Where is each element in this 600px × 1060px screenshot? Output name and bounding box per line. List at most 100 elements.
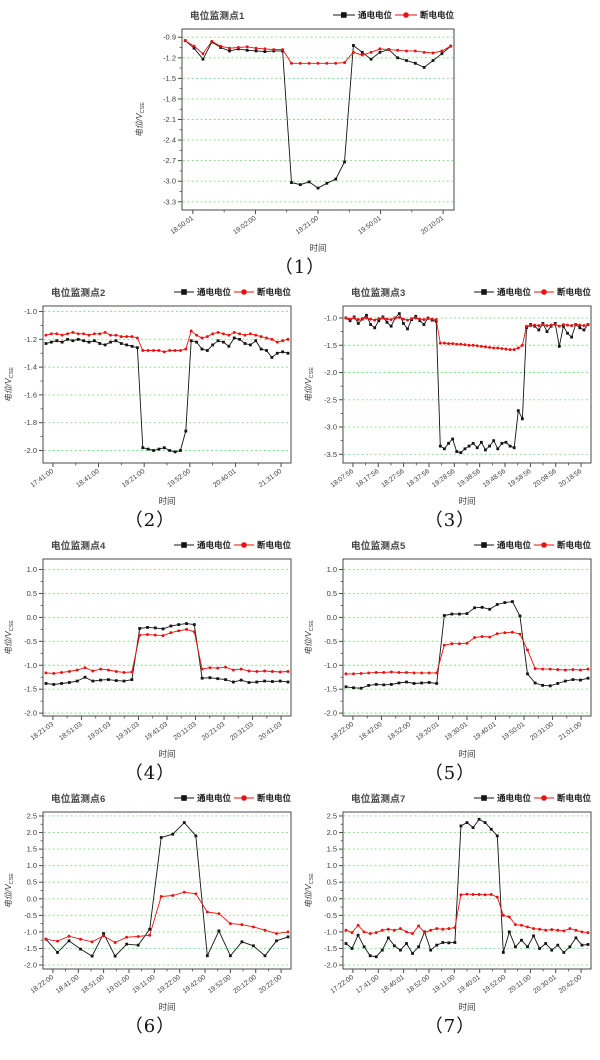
svg-text:-1.0: -1.0 — [324, 927, 337, 936]
chart-plot-7: 2.5 2.0 1.5 1.0 0.5 0.0 -0.5 -1.0 -1.5 -2.0 17:22:… — [304, 811, 592, 1012]
svg-text:时间: 时间 — [458, 749, 475, 759]
chart-plot-3: -1.0 -1.5 -2.0 -2.5 -3.0 -3.5 18:07:56 18:17:56… — [304, 305, 592, 506]
svg-text:0.5: 0.5 — [27, 878, 37, 887]
svg-text:时间: 时间 — [458, 1002, 475, 1012]
chart-card-5: 电位监测点5 通电电位 断电电位 1.0 0.5 0.0 -0.5 -1.0 -1.5 -2… — [301, 536, 599, 787]
chart-title: 电位监测点2 — [51, 288, 106, 299]
svg-text:时间: 时间 — [158, 1002, 175, 1012]
legend-marker-off-icon — [233, 795, 254, 801]
svg-text:-0.9: -0.9 — [163, 33, 176, 42]
chart-card-1: 电位监测点1 通电电位 断电电位 -0.9 -1.2 -1.5 -1.8 -2.1 -2.… — [132, 6, 468, 281]
chart-caption-2: （2） — [124, 510, 176, 531]
legend-label-off: 断电电位 — [556, 540, 591, 550]
legend-label-off: 断电电位 — [556, 793, 591, 803]
svg-text:18:07:56: 18:07:56 — [330, 468, 356, 489]
chart-legend: 通电电位 断电电位 — [173, 541, 291, 549]
legend-marker-on-icon — [332, 12, 355, 18]
svg-text:19:28:56: 19:28:56 — [431, 468, 457, 489]
svg-text:18:42:00: 18:42:00 — [358, 721, 384, 742]
svg-text:18:41:00: 18:41:00 — [75, 468, 101, 489]
svg-text:18:52:00: 18:52:00 — [387, 721, 413, 742]
svg-text:-1.8: -1.8 — [163, 94, 176, 103]
svg-text:19:48:56: 19:48:56 — [482, 468, 508, 489]
legend-label-on: 通电电位 — [196, 793, 231, 803]
svg-text:1.0: 1.0 — [327, 861, 337, 870]
legend-marker-on-icon — [173, 542, 194, 548]
svg-text:-2.0: -2.0 — [24, 961, 37, 970]
chart-caption-5: （5） — [424, 763, 476, 784]
chart-legend: 通电电位 断电电位 — [173, 794, 291, 802]
svg-text:19:11:00: 19:11:00 — [431, 974, 456, 995]
svg-text:19:21:00: 19:21:00 — [121, 468, 147, 489]
svg-text:20:08:56: 20:08:56 — [532, 468, 558, 489]
svg-text:21:01:00: 21:01:00 — [558, 721, 584, 742]
svg-text:19:42:00: 19:42:00 — [182, 974, 208, 995]
chart-header: 电位监测点7 通电电位 断电电位 — [301, 789, 599, 807]
svg-text:19:22:00: 19:22:00 — [156, 974, 182, 995]
svg-text:电位/VCSE: 电位/VCSE — [4, 367, 15, 402]
svg-text:18:41:00: 18:41:00 — [55, 974, 81, 995]
svg-text:-1.5: -1.5 — [163, 74, 176, 83]
svg-text:-2.0: -2.0 — [24, 446, 37, 455]
legend-label-off: 断电电位 — [556, 287, 591, 297]
svg-text:20:12:00: 20:12:00 — [232, 974, 258, 995]
svg-text:-0.5: -0.5 — [324, 637, 337, 646]
svg-text:21:31:00: 21:31:00 — [258, 468, 284, 489]
svg-text:18:52:00: 18:52:00 — [406, 974, 432, 995]
svg-text:19:50:01: 19:50:01 — [357, 215, 383, 236]
svg-text:-2.1: -2.1 — [163, 115, 176, 124]
svg-text:19:30:01: 19:30:01 — [444, 721, 470, 742]
chart-title: 电位监测点5 — [351, 541, 406, 552]
svg-text:19:38:56: 19:38:56 — [456, 468, 482, 489]
svg-text:-1.2: -1.2 — [24, 335, 37, 344]
svg-text:时间: 时间 — [458, 496, 475, 506]
chart-title: 电位监测点3 — [351, 288, 406, 299]
chart-title: 电位监测点1 — [190, 11, 245, 22]
svg-text:-1.0: -1.0 — [324, 661, 337, 670]
svg-text:20:22:00: 20:22:00 — [258, 974, 284, 995]
svg-text:19:52:00: 19:52:00 — [482, 974, 508, 995]
svg-text:17:41:00: 17:41:00 — [30, 468, 56, 489]
svg-text:电位/VCSE: 电位/VCSE — [4, 873, 15, 908]
legend-marker-off-icon — [533, 795, 554, 801]
svg-text:-3.0: -3.0 — [163, 177, 176, 186]
legend-marker-on-icon — [173, 795, 194, 801]
svg-text:1.0: 1.0 — [27, 861, 37, 870]
chart-plot-1: -0.9 -1.2 -1.5 -1.8 -2.1 -2.4 -2.7 -3.0 -3.3 18:5… — [135, 28, 455, 253]
svg-text:20:21:03: 20:21:03 — [201, 721, 227, 742]
legend-marker-off-icon — [533, 289, 554, 295]
svg-text:20:42:00: 20:42:00 — [558, 974, 584, 995]
svg-text:时间: 时间 — [158, 496, 175, 506]
svg-text:18:50:01: 18:50:01 — [170, 215, 196, 236]
svg-text:19:58:56: 19:58:56 — [507, 468, 533, 489]
svg-text:-1.2: -1.2 — [163, 53, 176, 62]
chart-plot-6: 2.5 2.0 1.5 1.0 0.5 0.0 -0.5 -1.0 -1.5 -2.0 18:22:… — [4, 811, 292, 1012]
legend-label-off: 断电电位 — [256, 793, 291, 803]
chart-header: 电位监测点6 通电电位 断电电位 — [1, 789, 299, 807]
chart-plot-5: 1.0 0.5 0.0 -0.5 -1.0 -1.5 -2.0 18:22:00 18:42:0… — [304, 558, 592, 759]
svg-text:0.5: 0.5 — [27, 589, 37, 598]
chart-header: 电位监测点3 通电电位 断电电位 — [301, 283, 599, 301]
chart-header: 电位监测点4 通电电位 断电电位 — [1, 536, 299, 554]
svg-text:0.0: 0.0 — [327, 894, 337, 903]
svg-text:-1.5: -1.5 — [324, 685, 337, 694]
svg-text:电位/VCSE: 电位/VCSE — [304, 620, 315, 655]
chart-caption-1: （1） — [274, 257, 326, 278]
chart-legend: 通电电位 断电电位 — [332, 11, 454, 19]
svg-text:20:18:56: 20:18:56 — [558, 468, 584, 489]
figure-row-3: 电位监测点4 通电电位 断电电位 1.0 0.5 0.0 -0.5 -1.0 -1.5 -2… — [0, 536, 600, 787]
svg-text:-0.5: -0.5 — [324, 911, 337, 920]
svg-text:18:40:01: 18:40:01 — [380, 974, 406, 995]
legend-label-off: 断电电位 — [256, 287, 291, 297]
chart-caption-6: （6） — [124, 1016, 176, 1037]
svg-text:-3.5: -3.5 — [324, 450, 337, 459]
svg-text:19:40:01: 19:40:01 — [472, 721, 498, 742]
legend-label-off: 断电电位 — [256, 540, 291, 550]
svg-text:2.5: 2.5 — [327, 811, 337, 820]
svg-text:-1.6: -1.6 — [24, 390, 37, 399]
legend-label-on: 通电电位 — [196, 287, 231, 297]
svg-text:电位/VCSE: 电位/VCSE — [304, 873, 315, 908]
svg-text:时间: 时间 — [309, 243, 326, 253]
svg-text:20:31:03: 20:31:03 — [229, 721, 255, 742]
